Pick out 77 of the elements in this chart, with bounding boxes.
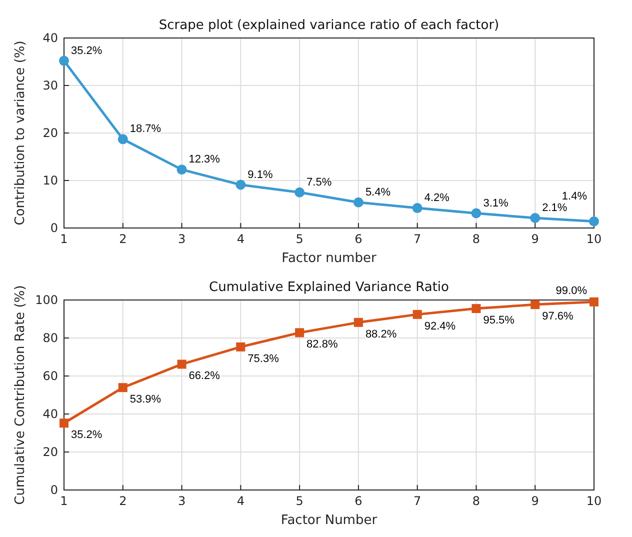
x-tick-label: 10 bbox=[586, 232, 602, 246]
data-label: 53.9% bbox=[130, 394, 162, 406]
point bbox=[60, 418, 68, 428]
data-label: 88.2% bbox=[365, 328, 397, 340]
x-tick-label: 6 bbox=[354, 232, 362, 246]
chart-title: Scrape plot (explained variance ratio of each factor) bbox=[158, 18, 500, 33]
y-tick-label: 30 bbox=[42, 78, 58, 92]
point bbox=[118, 383, 128, 392]
point bbox=[412, 310, 422, 319]
x-tick-label: 6 bbox=[354, 494, 362, 508]
x-tick-label: 7 bbox=[414, 232, 422, 246]
point bbox=[530, 213, 540, 224]
data-label: 92.4% bbox=[424, 320, 456, 332]
y-tick-label: 60 bbox=[42, 369, 58, 383]
x-tick-label: 9 bbox=[531, 494, 539, 508]
x-tick-label: 4 bbox=[236, 494, 244, 508]
point bbox=[177, 360, 186, 369]
data-label: 1.4% bbox=[562, 190, 588, 202]
point bbox=[353, 197, 364, 208]
y-tick-label: 80 bbox=[42, 331, 58, 345]
point bbox=[471, 208, 482, 218]
x-tick-label: 3 bbox=[178, 494, 186, 508]
x-tick-label: 1 bbox=[60, 494, 68, 508]
x-tick-label: 5 bbox=[296, 494, 304, 508]
x-axis-title: Factor number bbox=[282, 251, 377, 266]
data-label: 18.7% bbox=[130, 123, 162, 136]
point bbox=[236, 342, 246, 352]
y-tick-label: 10 bbox=[42, 174, 58, 188]
data-label: 12.3% bbox=[188, 154, 220, 166]
data-label: 66.2% bbox=[188, 370, 220, 382]
x-tick-label: 5 bbox=[296, 232, 304, 246]
point bbox=[530, 300, 540, 310]
y-tick-label: 40 bbox=[42, 31, 58, 45]
data-label: 5.4% bbox=[365, 186, 391, 198]
point bbox=[118, 134, 128, 144]
data-label: 4.2% bbox=[424, 192, 450, 204]
data-label: 95.5% bbox=[483, 314, 515, 327]
x-tick-label: 8 bbox=[472, 494, 480, 508]
data-label: 75.3% bbox=[248, 352, 280, 365]
y-tick-label: 0 bbox=[50, 221, 58, 235]
x-tick-label: 4 bbox=[236, 232, 244, 246]
data-label: 2.1% bbox=[542, 202, 568, 214]
y-tick-label: 100 bbox=[35, 293, 58, 307]
data-label: 9.1% bbox=[248, 168, 273, 181]
y-tick-label: 40 bbox=[42, 407, 58, 421]
x-tick-label: 9 bbox=[531, 232, 539, 246]
point bbox=[236, 180, 246, 190]
y-axis-title: Contribution to variance (%) bbox=[13, 40, 28, 226]
data-label: 97.6% bbox=[542, 310, 574, 323]
x-tick-label: 2 bbox=[119, 494, 127, 508]
point bbox=[589, 216, 599, 226]
data-label: 35.2% bbox=[71, 44, 102, 57]
point bbox=[472, 304, 481, 314]
x-tick-label: 2 bbox=[119, 232, 127, 246]
x-tick-label: 3 bbox=[178, 232, 186, 246]
data-label: 7.5% bbox=[306, 176, 332, 188]
x-tick-label: 7 bbox=[414, 494, 422, 508]
x-tick-label: 1 bbox=[60, 232, 68, 246]
y-tick-label: 20 bbox=[42, 445, 58, 459]
y-axis-title: Cumulative Contribution Rate (%) bbox=[13, 285, 28, 505]
data-label: 99.0% bbox=[556, 284, 588, 297]
point bbox=[590, 297, 598, 306]
point bbox=[354, 318, 363, 327]
point bbox=[412, 203, 422, 214]
point bbox=[59, 56, 69, 66]
chart-title: Cumulative Explained Variance Ratio bbox=[209, 280, 450, 295]
x-axis-title: Factor Number bbox=[280, 513, 378, 528]
point bbox=[295, 328, 304, 338]
y-tick-label: 0 bbox=[50, 483, 58, 497]
data-label: 35.2% bbox=[71, 429, 102, 442]
y-tick-label: 20 bbox=[42, 126, 58, 140]
data-label: 3.1% bbox=[483, 197, 509, 210]
x-tick-label: 10 bbox=[586, 494, 602, 508]
point bbox=[176, 164, 187, 175]
point bbox=[294, 187, 305, 198]
data-label: 82.8% bbox=[306, 338, 338, 351]
x-tick-label: 8 bbox=[472, 232, 480, 246]
